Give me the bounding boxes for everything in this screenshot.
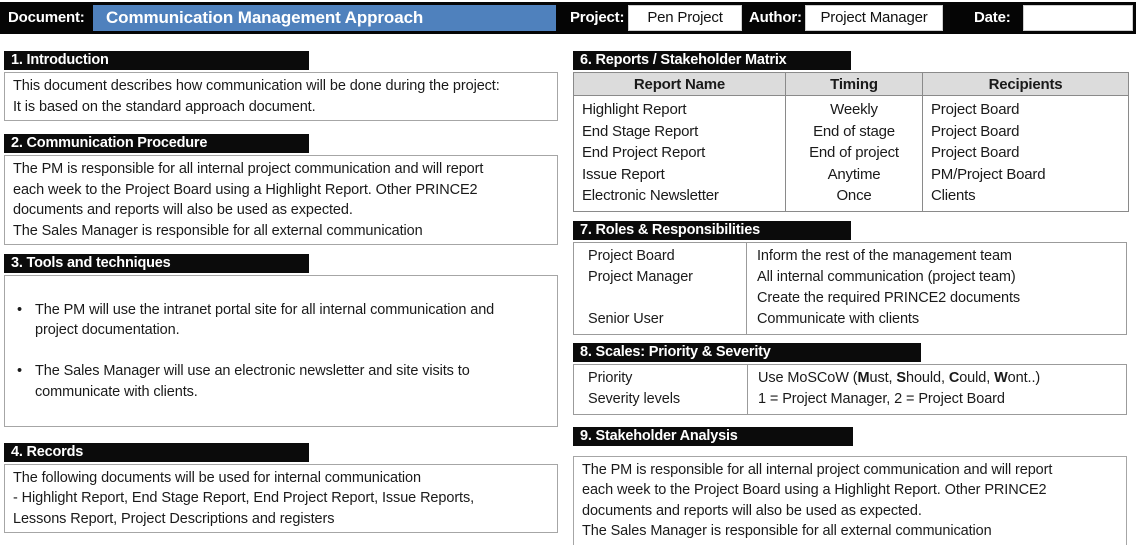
column-header-recipients: Recipients [922, 72, 1129, 96]
section-8-header: 8. Scales: Priority & Severity [573, 342, 921, 362]
table-row: Highlight Report Weekly Project Board [573, 95, 1129, 121]
author-field[interactable]: Project Manager [805, 5, 943, 31]
scale-label: Priority [588, 369, 633, 386]
duties-column: Inform the rest of the management team A… [746, 242, 1126, 334]
cell-report-name: Highlight Report [573, 95, 786, 121]
cell-timing: Weekly [785, 95, 923, 121]
section-3-body: • The PM will use the intranet portal si… [4, 275, 558, 427]
section-7-header: 7. Roles & Responsibilities [573, 220, 851, 240]
role: Project Board [588, 247, 675, 264]
bullet-item: • The Sales Manager will use an electron… [13, 361, 549, 402]
section-2-body: The PM is responsible for all internal p… [4, 155, 558, 245]
author-label: Author: [749, 9, 802, 26]
cell-timing: Once [785, 185, 923, 211]
priority-value: Use MoSCoW (Must, Should, Could, Wont..) [758, 368, 1126, 389]
role: Senior User [588, 310, 664, 327]
cell-timing: End of project [785, 142, 923, 164]
cell-recipients: Project Board [922, 142, 1129, 164]
severity-value: 1 = Project Manager, 2 = Project Board [758, 390, 1005, 407]
column-header-report-name: Report Name [573, 72, 786, 96]
roles-responsibilities-box: Project Board Project Manager Senior Use… [573, 241, 1127, 335]
table-row: Electronic Newsletter Once Clients [573, 185, 1129, 211]
role: Project Manager [588, 268, 693, 285]
role [588, 288, 746, 309]
table-row: End Stage Report End of stage Project Bo… [573, 120, 1129, 142]
cell-report-name: End Stage Report [573, 120, 786, 142]
project-field[interactable]: Pen Project [628, 5, 742, 31]
section-4-header: 4. Records [4, 442, 309, 462]
project-label: Project: [570, 9, 625, 26]
right-column: 6. Reports / Stakeholder Matrix Report N… [573, 36, 1129, 545]
text-part: hould, [905, 369, 949, 386]
section-4-body: The following documents will be used for… [4, 463, 558, 533]
cell-recipients: Clients [922, 185, 1129, 211]
left-column: 1. Introduction This document describes … [4, 36, 558, 545]
scale-labels-column: Priority Severity levels [574, 365, 747, 414]
section-1-header: 1. Introduction [4, 51, 309, 70]
bullet-icon: • [17, 363, 22, 379]
section-6-header: 6. Reports / Stakeholder Matrix [573, 51, 851, 70]
cell-report-name: Issue Report [573, 163, 786, 185]
duty: Communicate with clients [757, 310, 919, 327]
table-row: End Project Report End of project Projec… [573, 142, 1129, 164]
cell-report-name: End Project Report [573, 142, 786, 164]
column-header-timing: Timing [785, 72, 923, 96]
cell-recipients: Project Board [922, 95, 1129, 121]
cell-report-name: Electronic Newsletter [573, 185, 786, 211]
text-part: Use MoSCoW ( [758, 369, 858, 386]
duty: Create the required PRINCE2 documents [757, 289, 1021, 306]
cell-timing: Anytime [785, 163, 923, 185]
cell-recipients: Project Board [922, 120, 1129, 142]
bullet-text: The Sales Manager will use an electronic… [35, 363, 470, 400]
scale-label: Severity levels [588, 390, 680, 407]
document-label: Document: [8, 9, 85, 26]
text-part: ont..) [1007, 369, 1041, 386]
top-bar: Document: Communication Management Appro… [0, 2, 1136, 34]
section-9-body: The PM is responsible for all internal p… [573, 455, 1127, 545]
text-part-bold: S [896, 369, 906, 386]
section-3-header: 3. Tools and techniques [4, 254, 309, 273]
bullet-icon: • [17, 301, 22, 318]
text-part: ould, [959, 369, 995, 386]
section-2-header: 2. Communication Procedure [4, 134, 309, 153]
cell-timing: End of stage [785, 120, 923, 142]
roles-column: Project Board Project Manager Senior Use… [574, 243, 746, 334]
text-part: ust, [869, 369, 897, 386]
document-title-field[interactable]: Communication Management Approach [93, 5, 556, 31]
cell-recipients: PM/Project Board [922, 163, 1129, 185]
table-row: Issue Report Anytime PM/Project Board [573, 163, 1129, 185]
bullet-item: • The PM will use the intranet portal si… [13, 300, 549, 341]
date-field[interactable] [1023, 5, 1133, 31]
reports-stakeholder-table: Report Name Timing Recipients Highlight … [573, 72, 1129, 212]
scale-values-column: Use MoSCoW (Must, Should, Could, Wont..)… [747, 364, 1126, 414]
duty: Inform the rest of the management team [757, 247, 1012, 264]
section-9-header: 9. Stakeholder Analysis [573, 426, 853, 446]
section-1-body: This document describes how communicatio… [4, 72, 558, 121]
text-part-bold: C [948, 369, 960, 386]
bullet-text: The PM will use the intranet portal site… [35, 301, 495, 339]
date-label: Date: [974, 9, 1011, 26]
text-part-bold: M [857, 369, 870, 386]
table-header-row: Report Name Timing Recipients [573, 72, 1129, 96]
scales-box: Priority Severity levels Use MoSCoW (Mus… [573, 363, 1127, 415]
duty: All internal communication (project team… [757, 268, 1016, 285]
text-part-bold: W [994, 369, 1008, 386]
